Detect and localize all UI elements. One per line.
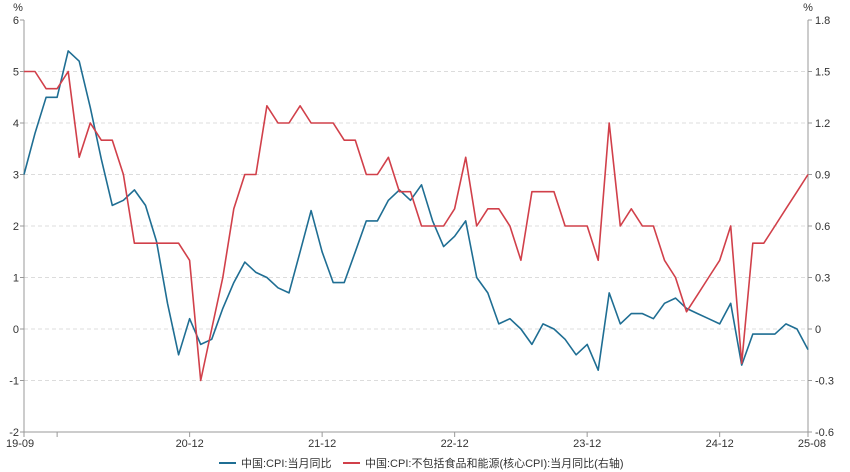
- left-tick-label: 4: [13, 118, 19, 130]
- left-tick-label: 0: [13, 324, 19, 336]
- x-tick-label: 21-12: [308, 438, 336, 450]
- grid-lines: [24, 71, 808, 381]
- left-axis-unit: %: [13, 2, 23, 14]
- left-tick-label: 5: [13, 67, 19, 79]
- right-tick-label: -0.3: [815, 376, 834, 388]
- left-tick-label: 6: [13, 15, 19, 27]
- legend-label-core-cpi: 中国:CPI:不包括食品和能源(核心CPI):当月同比(右轴): [365, 456, 624, 470]
- right-tick-label: -0.6: [815, 427, 834, 439]
- legend: 中国:CPI:当月同比 中国:CPI:不包括食品和能源(核心CPI):当月同比(…: [219, 456, 624, 470]
- x-tick-label: 19-09: [6, 438, 34, 450]
- left-tick-label: 2: [13, 221, 19, 233]
- right-tick-label: 0.6: [815, 221, 830, 233]
- right-axis-ticks: 1.8 1.5 1.2 0.9 0.6 0.3 0 -0.3 -0.6: [808, 15, 834, 439]
- right-tick-label: 1.2: [815, 118, 830, 130]
- x-tick-label: 25-08: [798, 438, 826, 450]
- left-tick-label: 1: [13, 273, 19, 285]
- x-tick-label: 24-12: [706, 438, 734, 450]
- left-tick-label: -1: [9, 376, 19, 388]
- series-line-cpi: [23, 50, 809, 372]
- x-tick-label: 23-12: [573, 438, 601, 450]
- right-tick-label: 1.5: [815, 67, 830, 79]
- left-axis-ticks: 6 5 4 3 2 1 0 -1 -2: [9, 15, 24, 439]
- series-line-core-cpi: [24, 70, 809, 382]
- right-tick-label: 0.9: [815, 170, 830, 182]
- right-tick-label: 0: [815, 324, 821, 336]
- x-axis-ticks: 19-09 20-12 21-12 22-12 23-12 24-12 25-08: [6, 432, 826, 450]
- right-tick-label: 0.3: [815, 273, 830, 285]
- right-axis-unit: %: [803, 2, 813, 14]
- legend-label-cpi: 中国:CPI:当月同比: [241, 456, 331, 470]
- x-tick-label: 22-12: [441, 438, 469, 450]
- left-tick-label: -2: [9, 427, 19, 439]
- x-tick-label: 20-12: [176, 438, 204, 450]
- series-lines: [23, 50, 809, 382]
- right-tick-label: 1.8: [815, 15, 830, 27]
- left-tick-label: 3: [13, 170, 19, 182]
